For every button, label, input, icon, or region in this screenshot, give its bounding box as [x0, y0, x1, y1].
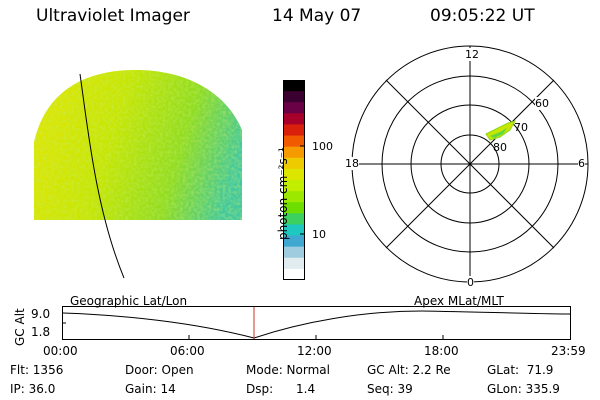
- orbit-axis-title: GC Alt: [13, 308, 27, 346]
- colorbar-swatch: [283, 168, 305, 181]
- orbit-xtick-label-2359: 23:59: [551, 344, 586, 358]
- orbit-xtick-label-1800: 18:00: [424, 344, 459, 358]
- polar-axis-diag-2: [385, 79, 555, 249]
- sequence-value: Seq: 39: [367, 382, 413, 396]
- orbit-xtick-label-0000: 00:00: [43, 344, 78, 358]
- lat-label-80: 80: [493, 141, 507, 154]
- colorbar-swatch: [283, 257, 305, 270]
- mlt-label-0: 0: [467, 276, 474, 289]
- image-texture: [34, 70, 242, 220]
- glon-value: GLon: 335.9: [487, 382, 560, 396]
- orbit-altitude-curve: [62, 310, 571, 339]
- date-label: 14 May 07: [272, 6, 362, 26]
- colorbar-swatch: [283, 191, 305, 203]
- door-status: Door: Open: [125, 363, 194, 377]
- ip-value: IP: 36.0: [10, 382, 56, 396]
- mode-value: Mode: Normal: [246, 363, 330, 377]
- polar-plot: [351, 45, 589, 283]
- colorbar-swatch: [283, 246, 305, 259]
- gc-alt-value: GC Alt: 2.2 Re: [367, 363, 451, 377]
- orbit-ytick-1.8: 1.8: [31, 325, 51, 339]
- orbit-altitude-plot: [62, 306, 571, 340]
- glat-value: GLat: 71.9: [487, 363, 554, 377]
- colorbar-swatch: [283, 180, 305, 192]
- colorbar-unit-label: photon cm⁻²s⁻¹: [276, 147, 290, 240]
- auroral-patch-core: [490, 128, 507, 138]
- colorbar-swatch: [283, 202, 305, 214]
- orbit-frame: [62, 306, 571, 340]
- mlt-label-6: 6: [578, 157, 585, 170]
- gain-value: Gain: 14: [125, 382, 176, 396]
- colorbar-swatch: [283, 102, 305, 114]
- orbit-xtick-label-1200: 12:00: [297, 344, 332, 358]
- colorbar-swatch: [283, 268, 305, 280]
- colorbar-swatch: [283, 135, 305, 148]
- lat-label-60: 60: [535, 97, 549, 110]
- colorbar-swatch: [283, 146, 305, 159]
- colorbar-swatch: [283, 235, 305, 248]
- mlt-label-18: 18: [345, 157, 359, 170]
- colorbar-swatch: [283, 213, 305, 225]
- flight-number: Flt: 1356: [10, 363, 64, 377]
- apex-coord-label: Apex MLat/MLT: [414, 294, 504, 308]
- orbit-ytick-9: 9.0: [31, 307, 51, 321]
- colorbar-swatch: [283, 224, 305, 237]
- colorbar-tick-label-10: 10: [312, 228, 326, 241]
- instrument-title: Ultraviolet Imager: [36, 6, 190, 26]
- lat-label-70: 70: [514, 121, 528, 134]
- orbit-xtick-label-0600: 06:00: [170, 344, 205, 358]
- mlt-label-12: 12: [465, 48, 479, 61]
- dsp-value: Dsp: 1.4: [246, 382, 316, 396]
- colorbar-swatch: [283, 157, 305, 170]
- colorbar-swatch: [283, 124, 305, 137]
- colorbar-swatch: [283, 113, 305, 125]
- uv-image: [34, 70, 242, 279]
- colorbar-swatch: [283, 80, 305, 92]
- time-label: 09:05:22 UT: [430, 6, 535, 26]
- geographic-meridian-line: [79, 73, 125, 279]
- colorbar: [283, 80, 305, 280]
- geographic-coord-label: Geographic Lat/Lon: [70, 294, 188, 308]
- colorbar-swatch: [283, 91, 305, 103]
- colorbar-tick-label-100: 100: [312, 140, 333, 153]
- auroral-patch: [485, 120, 517, 141]
- colorbar-frame: [283, 80, 305, 280]
